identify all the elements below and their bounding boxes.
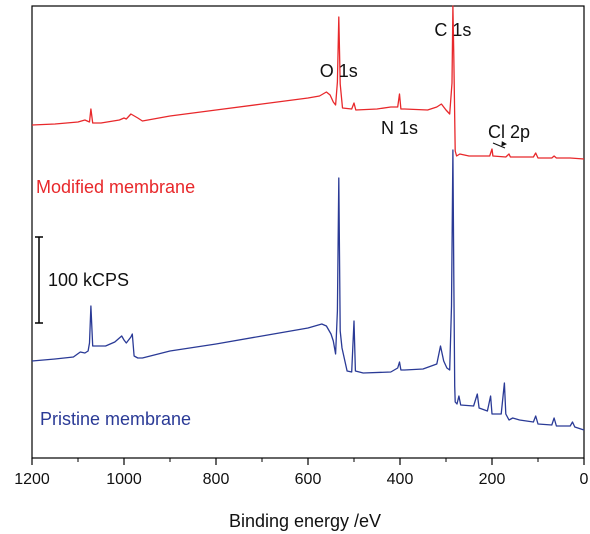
series-label-pristine-membrane: Pristine membrane	[40, 409, 191, 429]
series-label-modified-membrane: Modified membrane	[36, 177, 195, 197]
series-layer	[31, 5, 585, 431]
annotation-layer: O 1s N 1s C 1s Cl 2p	[320, 20, 530, 149]
x-tick-label: 600	[295, 471, 322, 488]
x-tick-label: 0	[580, 471, 589, 488]
x-tick-label: 400	[387, 471, 414, 488]
x-tick-label: 200	[479, 471, 506, 488]
scale-bar	[35, 236, 43, 324]
scale-bar-label: 100 kCPS	[48, 270, 129, 290]
peak-label-n1s: N 1s	[381, 118, 418, 138]
series-line-pristine-membrane	[31, 149, 585, 431]
peak-label-o1s: O 1s	[320, 61, 358, 81]
peak-label-c1s: C 1s	[434, 20, 471, 40]
series-line-modified-membrane	[31, 5, 585, 160]
x-axis-title: Binding energy /eV	[229, 511, 381, 531]
peak-arrow-cl2p	[492, 141, 507, 149]
x-tick-label: 1000	[106, 471, 142, 488]
plot-frame	[31, 5, 585, 459]
x-tick-label: 1200	[14, 471, 50, 488]
x-tick-label: 800	[203, 471, 230, 488]
peak-label-cl2p: Cl 2p	[488, 122, 530, 142]
axis-layer: 1200 1000 800 600 400 200 0	[14, 5, 589, 488]
